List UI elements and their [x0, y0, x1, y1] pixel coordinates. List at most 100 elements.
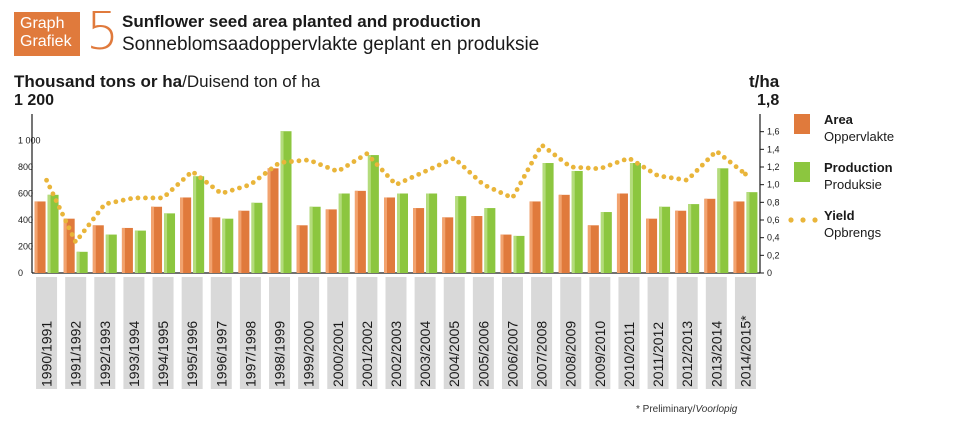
x-tick-label: 1996/1997 — [213, 321, 229, 387]
legend-label-yield-en: Yield — [824, 208, 855, 223]
bar-area-highlight — [296, 225, 300, 273]
bar-area-body — [63, 218, 75, 273]
bar-production-body — [164, 213, 176, 273]
yield-dot — [158, 195, 163, 201]
bar-production-body — [717, 168, 729, 273]
bar-production-highlight — [717, 168, 721, 273]
bar-production-body — [542, 163, 554, 273]
bar-area — [92, 225, 104, 273]
x-tick-label: 2004/2005 — [446, 321, 462, 387]
yield-dot — [364, 151, 370, 157]
yield-dot — [743, 171, 748, 177]
bar-production-body — [222, 218, 234, 273]
bar-production-body — [484, 208, 496, 273]
bar-production — [164, 213, 176, 273]
bar-area — [646, 218, 658, 273]
bar-production-highlight — [746, 192, 750, 273]
yield-dot — [416, 171, 422, 177]
category-label-band — [298, 277, 320, 389]
bar-area — [151, 206, 163, 273]
bar-area-highlight — [733, 201, 737, 273]
bar-production-highlight — [513, 235, 517, 273]
category-label-band — [94, 277, 116, 389]
bar-production-body — [397, 193, 408, 273]
bar-area-body — [121, 227, 133, 273]
bar-production — [571, 170, 583, 273]
yield-dot — [198, 175, 203, 181]
chart-title-afrikaans: Sonneblomsaadoppervlakte geplant en prod… — [122, 34, 540, 55]
bar-area-highlight — [121, 227, 125, 273]
category-label-band — [705, 277, 727, 389]
bar-production-highlight — [47, 194, 51, 273]
yield-dot — [443, 159, 449, 165]
category-label-band — [531, 277, 553, 389]
category-label-band — [269, 277, 291, 389]
bar-production — [397, 193, 408, 273]
bar-area-highlight — [63, 218, 67, 273]
bar-area-highlight — [442, 217, 446, 273]
x-tick-label: 1995/1996 — [184, 321, 200, 387]
yield-dot — [478, 179, 484, 185]
yield-dot — [164, 192, 170, 198]
yield-dot — [456, 159, 462, 165]
yield-dot — [169, 187, 175, 192]
bar-production — [76, 251, 88, 273]
yield-dot — [423, 168, 428, 174]
yield-dot — [384, 173, 390, 178]
yield-dot — [357, 155, 363, 161]
yield-dot — [429, 165, 435, 171]
yield-dot — [222, 189, 228, 195]
bar-area — [471, 216, 483, 273]
yield-dot — [635, 160, 640, 166]
x-tick-label: 2003/2004 — [417, 321, 433, 387]
bar-production-body — [134, 230, 146, 273]
bar-production-highlight — [600, 212, 604, 273]
yield-dot — [390, 178, 395, 184]
yield-dot — [72, 238, 78, 244]
bar-area-highlight — [646, 218, 650, 273]
bar-production-body — [76, 251, 88, 273]
bar-area-highlight — [238, 210, 242, 273]
yield-dot — [514, 187, 520, 192]
bar-area-body — [180, 197, 192, 273]
bar-production — [542, 163, 554, 273]
badge-line-2: Grafiek — [20, 33, 72, 50]
category-label-band — [414, 277, 436, 389]
yield-dot — [484, 183, 490, 189]
yield-dot — [53, 198, 59, 204]
yield-dot — [529, 160, 534, 166]
bar-production-highlight — [542, 163, 546, 273]
yield-dot — [304, 157, 309, 163]
yield-dot — [351, 159, 357, 164]
bar-production-body — [455, 196, 467, 273]
yield-dot — [570, 164, 576, 170]
yield-dot — [472, 174, 478, 180]
bar-production — [717, 168, 729, 273]
bar-area-highlight — [500, 234, 504, 273]
right-axis-tick-label: 1,4 — [767, 144, 780, 154]
left-axis-tick-label: 200 — [18, 242, 33, 252]
yield-dot — [395, 181, 401, 187]
bar-production — [251, 202, 263, 273]
legend-swatch-production — [794, 162, 810, 182]
bar-area-highlight — [413, 208, 417, 273]
yield-dot — [180, 177, 186, 182]
yield-dot — [289, 159, 294, 164]
bar-production — [222, 218, 234, 273]
yield-dot — [86, 222, 92, 228]
x-tick-label: 1997/1998 — [242, 321, 258, 387]
legend: Area Oppervlakte Production Produksie Yi… — [788, 112, 954, 256]
right-axis-tick-label: 0,2 — [767, 250, 780, 260]
bar-production — [280, 131, 292, 273]
bar-production-highlight — [222, 218, 226, 273]
bar-area — [558, 194, 570, 273]
bar-production-body — [571, 170, 583, 273]
yield-dot — [296, 158, 302, 164]
category-label-band — [36, 277, 58, 389]
category-label-band — [560, 277, 582, 389]
yield-dot — [69, 232, 75, 237]
yield-dot — [175, 182, 181, 187]
yield-dot — [77, 234, 83, 240]
yield-dot — [505, 193, 510, 199]
category-label-band — [647, 277, 669, 389]
